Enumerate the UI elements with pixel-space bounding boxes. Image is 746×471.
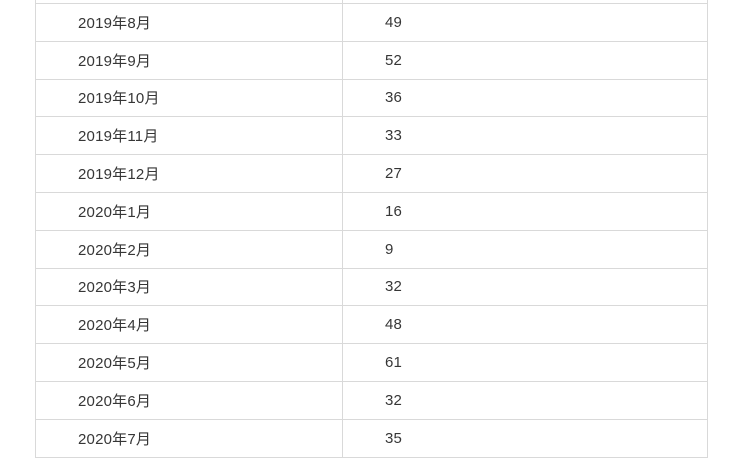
- table-row: 2019年8月 49: [36, 4, 707, 42]
- data-table: 2019年8月 49 2019年9月 52 2019年10月 36 2019年1…: [35, 0, 708, 458]
- table-row: 2019年12月 27: [36, 155, 707, 193]
- table-row: 2020年6月 32: [36, 381, 707, 420]
- month-cell: 2020年1月: [36, 192, 343, 230]
- month-cell: 2020年4月: [36, 306, 343, 344]
- value-cell-partial: [343, 0, 707, 3]
- value-cell: 16: [385, 202, 403, 220]
- value-cell: 35: [385, 429, 403, 447]
- value-cell: 52: [385, 51, 403, 69]
- value-cell: 49: [385, 13, 403, 31]
- table-row: 2020年4月 48: [36, 306, 707, 345]
- table-row: 2019年11月 33: [36, 117, 707, 156]
- table-row: 2020年1月 16: [36, 192, 707, 231]
- month-cell: 2019年9月: [36, 41, 343, 79]
- value-cell: 27: [385, 165, 403, 183]
- table-row: 2019年9月 52: [36, 41, 707, 80]
- table-row: 2019年10月 36: [36, 79, 707, 118]
- value-cell: 33: [385, 127, 403, 145]
- month-cell: 2020年5月: [36, 344, 343, 381]
- month-cell: 2019年10月: [36, 79, 343, 117]
- value-cell: 32: [385, 391, 403, 409]
- month-cell: 2020年6月: [36, 381, 343, 419]
- table-row: 2020年2月 9: [36, 230, 707, 269]
- month-cell: 2019年12月: [36, 155, 343, 192]
- table-row: 2020年7月 35: [36, 419, 707, 458]
- month-cell: 2019年8月: [36, 4, 343, 41]
- month-cell: 2019年11月: [36, 117, 343, 155]
- value-cell: 36: [385, 89, 403, 107]
- table-row: 2020年5月 61: [36, 344, 707, 382]
- table-row-partial-cutoff: [36, 0, 707, 4]
- month-cell: 2020年3月: [36, 268, 343, 306]
- month-cell: 2020年7月: [36, 419, 343, 457]
- value-cell: 61: [385, 354, 403, 372]
- table-row: 2020年3月 32: [36, 268, 707, 307]
- value-cell: 9: [385, 240, 394, 258]
- value-cell: 48: [385, 316, 403, 334]
- month-cell: 2020年2月: [36, 230, 343, 268]
- value-cell: 32: [385, 278, 403, 296]
- month-cell-partial: [36, 0, 343, 3]
